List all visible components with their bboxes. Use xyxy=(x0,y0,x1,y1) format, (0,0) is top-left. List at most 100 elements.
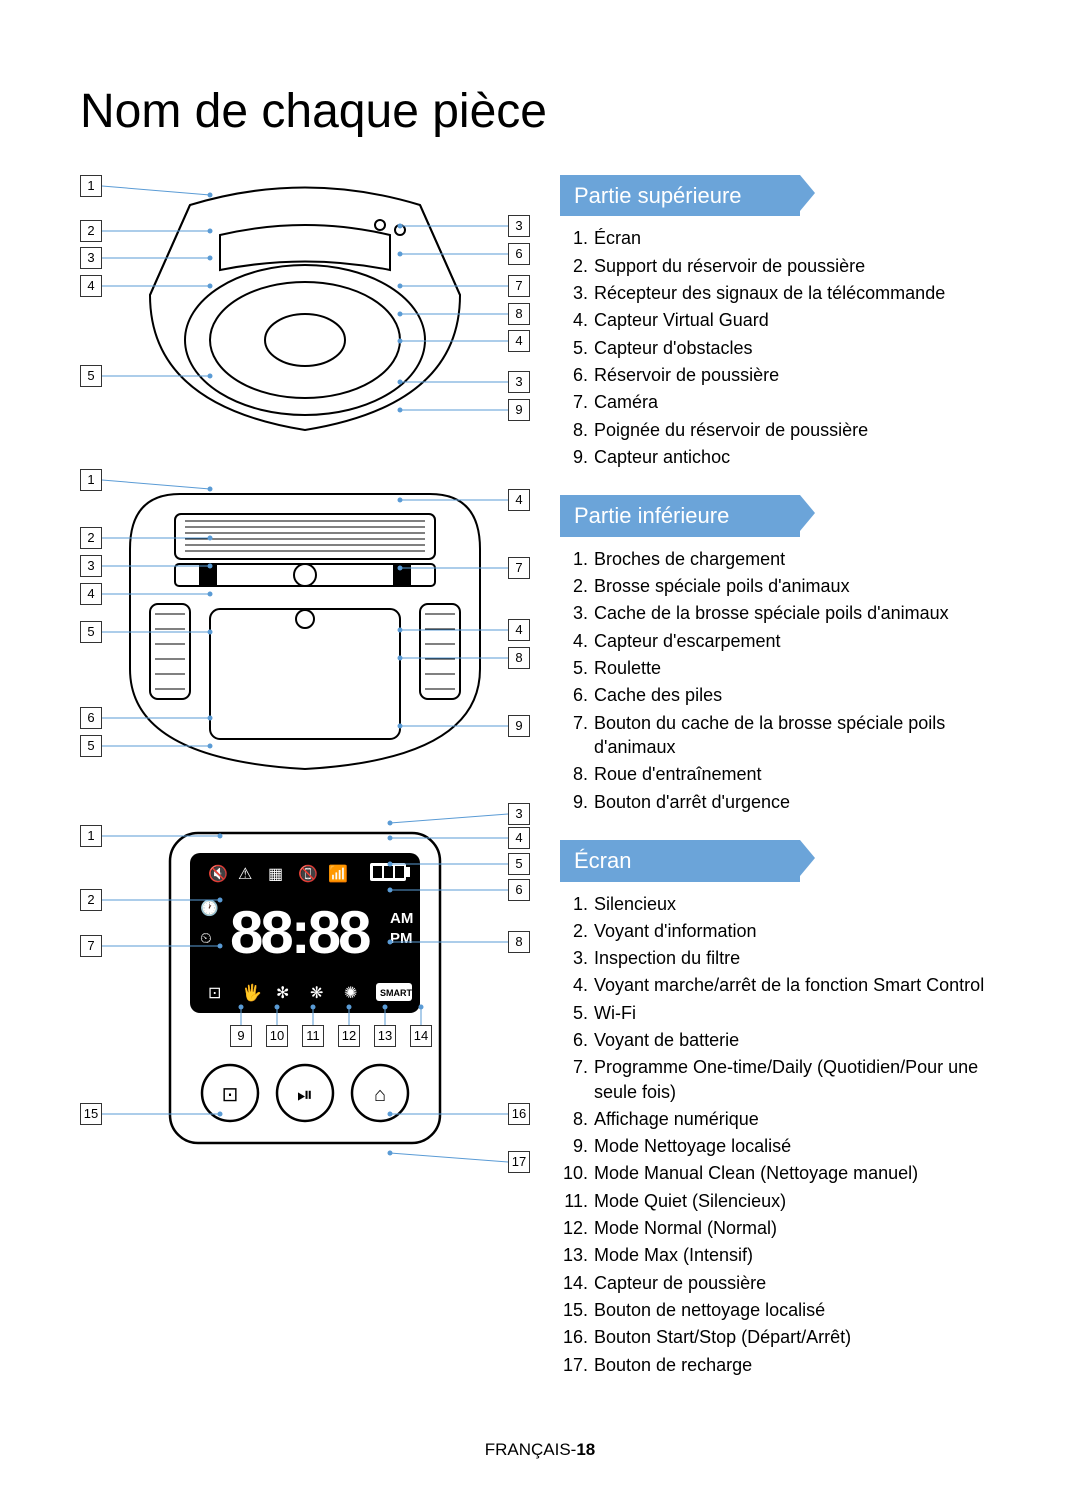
parts-list-inferieure: Broches de chargement Brosse spéciale poi… xyxy=(560,547,1000,814)
callout-label: 3 xyxy=(80,555,102,577)
section-header-ecran: Écran xyxy=(560,840,800,882)
callout-label: 6 xyxy=(508,243,530,265)
callout-label: 4 xyxy=(508,489,530,511)
callout-label: 11 xyxy=(302,1025,324,1047)
callout-label: 2 xyxy=(80,527,102,549)
diagram-screen-view: 🔇 ⚠ ▦ 📵 📶 🕐⏲ 88:88 AM PM ⊡ 🖐 xyxy=(80,803,530,1173)
parts-list-item: Bouton Start/Stop (Départ/Arrêt) xyxy=(560,1325,1000,1349)
diagram-bottom-view: 123456547489 xyxy=(80,469,530,779)
parts-list-item: Broches de chargement xyxy=(560,547,1000,571)
callout-label: 4 xyxy=(508,827,530,849)
callout-label: 4 xyxy=(508,619,530,641)
callout-label: 3 xyxy=(508,371,530,393)
parts-list-item: Brosse spéciale poils d'animaux xyxy=(560,574,1000,598)
parts-list-item: Poignée du réservoir de poussière xyxy=(560,418,1000,442)
parts-list-item: Cache de la brosse spéciale poils d'anim… xyxy=(560,601,1000,625)
bottom-view-illustration xyxy=(80,469,530,779)
svg-text:⊡: ⊡ xyxy=(222,1084,239,1106)
callout-label: 8 xyxy=(508,647,530,669)
svg-text:❋: ❋ xyxy=(310,985,323,1002)
parts-list-item: Capteur d'obstacles xyxy=(560,336,1000,360)
svg-text:PM: PM xyxy=(390,930,413,947)
svg-text:✻: ✻ xyxy=(276,985,289,1002)
parts-list-item: Silencieux xyxy=(560,892,1000,916)
footer-lang: FRANÇAIS- xyxy=(485,1440,577,1459)
callout-label: 9 xyxy=(508,715,530,737)
parts-list-item: Programme One-time/Daily (Quotidien/Pour… xyxy=(560,1055,1000,1104)
page-footer: FRANÇAIS-18 xyxy=(80,1439,1000,1462)
svg-text:🖐: 🖐 xyxy=(242,983,262,1003)
parts-list-item: Capteur Virtual Guard xyxy=(560,308,1000,332)
callout-label: 1 xyxy=(80,469,102,491)
callout-label: 6 xyxy=(508,879,530,901)
callout-label: 15 xyxy=(80,1103,102,1125)
screen-illustration: 🔇 ⚠ ▦ 📵 📶 🕐⏲ 88:88 AM PM ⊡ 🖐 xyxy=(80,803,530,1173)
callout-label: 13 xyxy=(374,1025,396,1047)
callout-label: 4 xyxy=(80,583,102,605)
callout-label: 8 xyxy=(508,303,530,325)
parts-list-item: Mode Normal (Normal) xyxy=(560,1216,1000,1240)
callout-label: 16 xyxy=(508,1103,530,1125)
callout-label: 5 xyxy=(508,853,530,875)
parts-list-item: Bouton de nettoyage localisé xyxy=(560,1298,1000,1322)
parts-list-item: Affichage numérique xyxy=(560,1107,1000,1131)
parts-list-item: Roulette xyxy=(560,656,1000,680)
parts-list-item: Capteur d'escarpement xyxy=(560,629,1000,653)
parts-list-ecran: Silencieux Voyant d'information Inspection… xyxy=(560,892,1000,1377)
parts-list-item: Bouton de recharge xyxy=(560,1353,1000,1377)
parts-list-item: Caméra xyxy=(560,390,1000,414)
parts-list-item: Mode Max (Intensif) xyxy=(560,1243,1000,1267)
parts-list-item: Voyant d'information xyxy=(560,919,1000,943)
parts-list-item: Mode Quiet (Silencieux) xyxy=(560,1189,1000,1213)
callout-label: 1 xyxy=(80,825,102,847)
svg-text:⏯: ⏯ xyxy=(297,1084,313,1106)
callout-label: 5 xyxy=(80,621,102,643)
svg-text:📶: 📶 xyxy=(328,864,348,883)
content-columns: 123453678439 xyxy=(80,175,1000,1403)
parts-list-item: Réservoir de poussière xyxy=(560,363,1000,387)
section-header-inferieure: Partie inférieure xyxy=(560,495,800,537)
callout-label: 5 xyxy=(80,365,102,387)
parts-list-item: Mode Manual Clean (Nettoyage manuel) xyxy=(560,1161,1000,1185)
parts-list-item: Capteur antichoc xyxy=(560,445,1000,469)
section-ecran: Écran Silencieux Voyant d'information Insp… xyxy=(560,840,1000,1377)
parts-list-item: Cache des piles xyxy=(560,683,1000,707)
callout-label: 17 xyxy=(508,1151,530,1173)
parts-list-item: Récepteur des signaux de la télécommande xyxy=(560,281,1000,305)
callout-label: 8 xyxy=(508,931,530,953)
callout-label: 14 xyxy=(410,1025,432,1047)
svg-text:⌂: ⌂ xyxy=(374,1084,386,1106)
callout-label: 2 xyxy=(80,889,102,911)
callout-label: 3 xyxy=(80,247,102,269)
callout-label: 1 xyxy=(80,175,102,197)
footer-page: 18 xyxy=(576,1440,595,1459)
svg-text:⏲: ⏲ xyxy=(200,930,212,947)
callout-label: 5 xyxy=(80,735,102,757)
parts-list-item: Wi-Fi xyxy=(560,1001,1000,1025)
callout-label: 4 xyxy=(80,275,102,297)
callout-label: 9 xyxy=(230,1025,252,1047)
callout-label: 12 xyxy=(338,1025,360,1047)
svg-text:✺: ✺ xyxy=(344,985,357,1002)
svg-text:📵: 📵 xyxy=(298,864,318,883)
callout-label: 7 xyxy=(508,275,530,297)
text-column: Partie supérieure ÉcranSupport du réserv… xyxy=(560,175,1000,1403)
diagrams-column: 123453678439 xyxy=(80,175,530,1403)
svg-text:SMART: SMART xyxy=(380,988,412,998)
svg-text:AM: AM xyxy=(390,910,413,927)
section-header-superieure: Partie supérieure xyxy=(560,175,800,217)
callout-label: 9 xyxy=(508,399,530,421)
parts-list-item: Capteur de poussière xyxy=(560,1271,1000,1295)
top-view-illustration xyxy=(80,175,530,445)
callout-label: 3 xyxy=(508,803,530,825)
svg-text:▦: ▦ xyxy=(268,866,283,883)
section-superieure: Partie supérieure ÉcranSupport du réserv… xyxy=(560,175,1000,469)
callout-label: 3 xyxy=(508,215,530,237)
callout-label: 10 xyxy=(266,1025,288,1047)
svg-text:⚠: ⚠ xyxy=(238,866,252,883)
parts-list-item: Inspection du filtre xyxy=(560,946,1000,970)
callout-label: 6 xyxy=(80,707,102,729)
diagram-top-view: 123453678439 xyxy=(80,175,530,445)
svg-text:88:88: 88:88 xyxy=(230,899,370,966)
parts-list-item: Bouton du cache de la brosse spéciale po… xyxy=(560,711,1000,760)
